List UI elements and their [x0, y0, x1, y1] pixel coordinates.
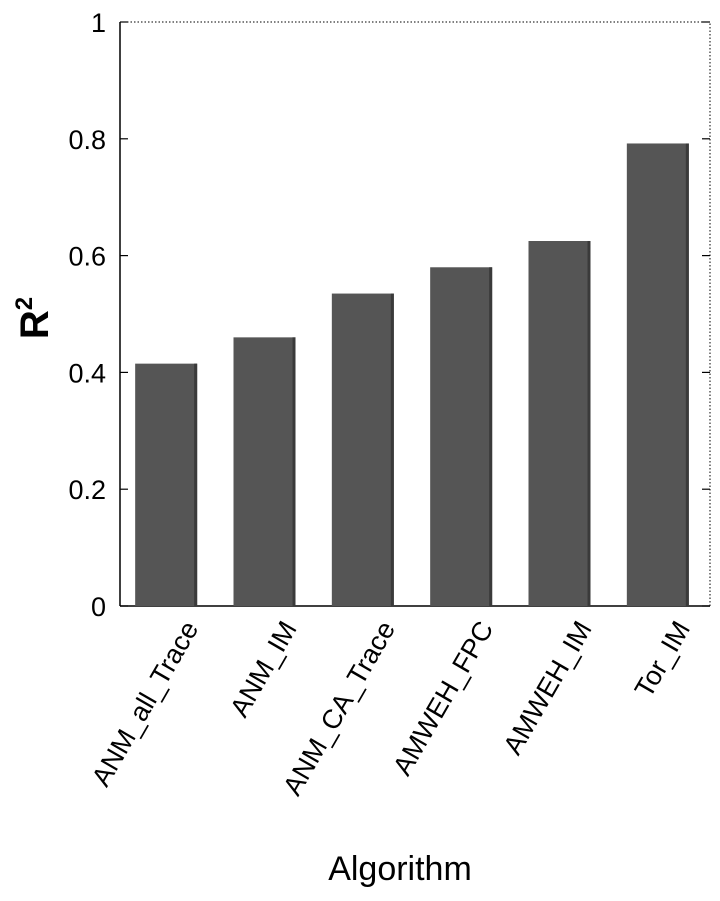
y-axis-title-main: R [13, 310, 57, 339]
bar [430, 267, 493, 606]
y-tick-label: 0.4 [68, 358, 106, 388]
bar [626, 143, 689, 607]
y-tick-label: 1 [91, 8, 106, 38]
bar-edge [292, 337, 296, 606]
y-tick-label: 0.6 [68, 242, 106, 272]
bars-group [135, 143, 689, 607]
x-tick-label: AMWEH_IM [497, 616, 597, 760]
x-tick-label: ANM_IM [224, 616, 302, 722]
bar-edge [489, 267, 493, 606]
y-tick-label: 0 [91, 592, 106, 622]
bar [233, 337, 296, 606]
svg-text:R2: R2 [11, 297, 57, 339]
y-axis-title-superscript: 2 [11, 297, 38, 310]
bar-edge [390, 293, 394, 606]
x-tick-label: AMWEH_FPC [387, 616, 499, 780]
bar-edge [587, 241, 591, 606]
bar [528, 241, 591, 606]
y-tick-label: 0.8 [68, 125, 106, 155]
y-tick-label: 0.2 [68, 475, 106, 505]
bar-edge [685, 143, 689, 607]
x-tick-label: ANM_CA_Trace [277, 616, 401, 800]
x-axis-title: Algorithm [328, 850, 472, 888]
bar-edge [194, 363, 198, 606]
x-tick-label: Tor_IM [629, 616, 696, 702]
x-axis-tick-labels: ANM_all_Trace ANM_IMANM_CA_TraceAMWEH_FPC… [86, 616, 696, 800]
y-axis-ticks: 0 0.2 0.4 0.6 0.8 1 [68, 8, 710, 622]
bar [331, 293, 394, 606]
x-tick-label: ANM_all_Trace [86, 616, 205, 791]
bar [135, 363, 198, 606]
y-axis-title: R2 [11, 297, 57, 339]
plot-area-frame [119, 21, 711, 607]
